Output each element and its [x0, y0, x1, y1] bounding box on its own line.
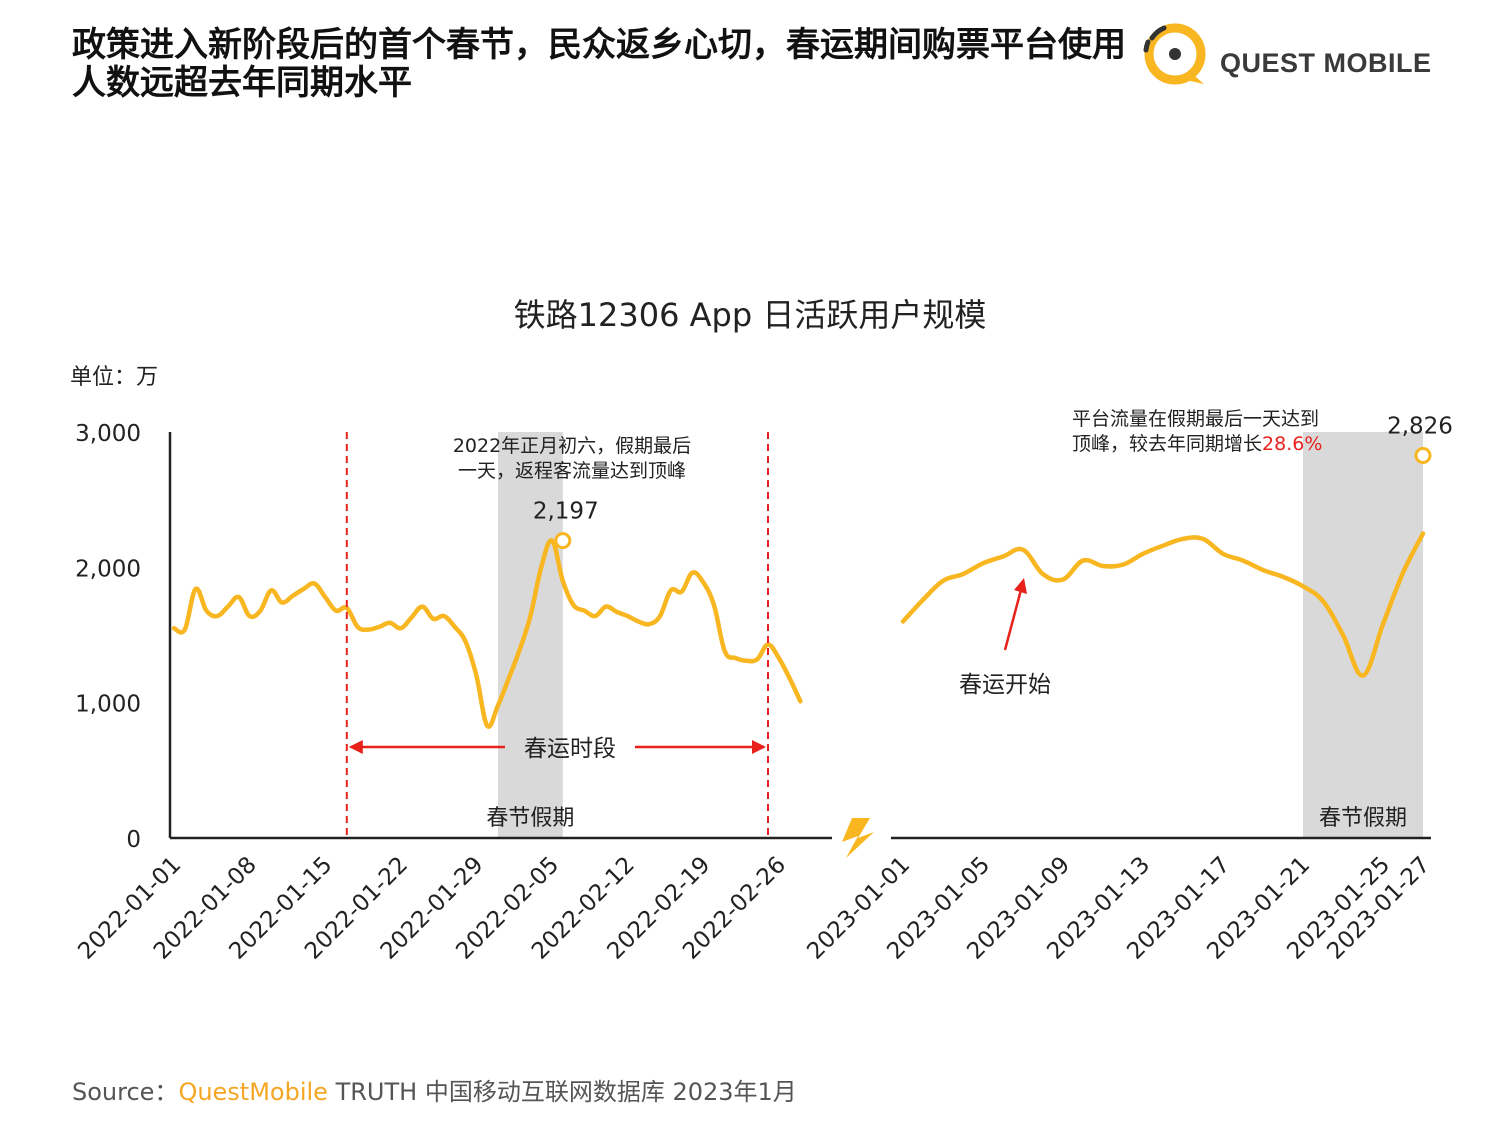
chart-title: 铁路12306 App 日活跃用户规模 — [514, 296, 987, 334]
spring-rush-start-label: 春运开始 — [959, 672, 1051, 698]
span-label: 春运时段 — [524, 736, 616, 762]
series-line-2022 — [171, 538, 803, 729]
logo-text: QUEST MOBILE — [1220, 48, 1432, 78]
y-tick-label: 1,000 — [75, 692, 141, 718]
annotation-2023-line2: 顶峰，较去年同期增长28.6% — [1072, 433, 1322, 455]
span-arrowhead-left — [348, 740, 363, 754]
spring-rush-arrowhead — [1014, 578, 1027, 594]
source-rest: TRUTH 中国移动互联网数据库 2023年1月 — [327, 1078, 797, 1106]
series-line-2023 — [900, 531, 1426, 678]
y-tick-label: 3,000 — [75, 421, 141, 447]
axis-break-icon — [842, 818, 874, 858]
source-note: Source：QuestMobile TRUTH 中国移动互联网数据库 2023… — [72, 1072, 797, 1107]
source-brand: QuestMobile — [178, 1078, 328, 1106]
annotation-2023-line1: 平台流量在假期最后一天达到 — [1072, 408, 1319, 430]
page-title: 政策进入新阶段后的首个春节，民众返乡心切，春运期间购票平台使用人数远超去年同期水… — [72, 25, 1126, 103]
source-label: Source： — [72, 1078, 179, 1106]
y-tick-label: 2,000 — [75, 556, 141, 582]
annotation-2022-line2: 一天，返程客流量达到顶峰 — [458, 460, 686, 482]
holiday-label-2022: 春节假期 — [486, 806, 574, 831]
peak-label-2022: 2,197 — [533, 499, 599, 525]
unit-label: 单位：万 — [70, 365, 158, 390]
holiday-label-2023: 春节假期 — [1319, 806, 1407, 831]
peak-point-2022 — [554, 532, 572, 550]
span-arrowhead-right — [752, 740, 766, 754]
logo-icon — [1143, 23, 1206, 85]
peak-point-2023 — [1414, 447, 1432, 465]
annotation-2022-line1: 2022年正月初六，假期最后 — [453, 435, 691, 457]
holiday-band-2022 — [498, 432, 563, 838]
holiday-band-2023 — [1303, 432, 1423, 838]
peak-label-2023: 2,826 — [1387, 414, 1453, 440]
y-tick-label: 0 — [126, 827, 141, 853]
spring-rush-arrow — [1003, 585, 1024, 651]
questmobile-logo: QUEST MOBILE — [1138, 20, 1448, 90]
growth-highlight: 28.6% — [1262, 433, 1322, 455]
